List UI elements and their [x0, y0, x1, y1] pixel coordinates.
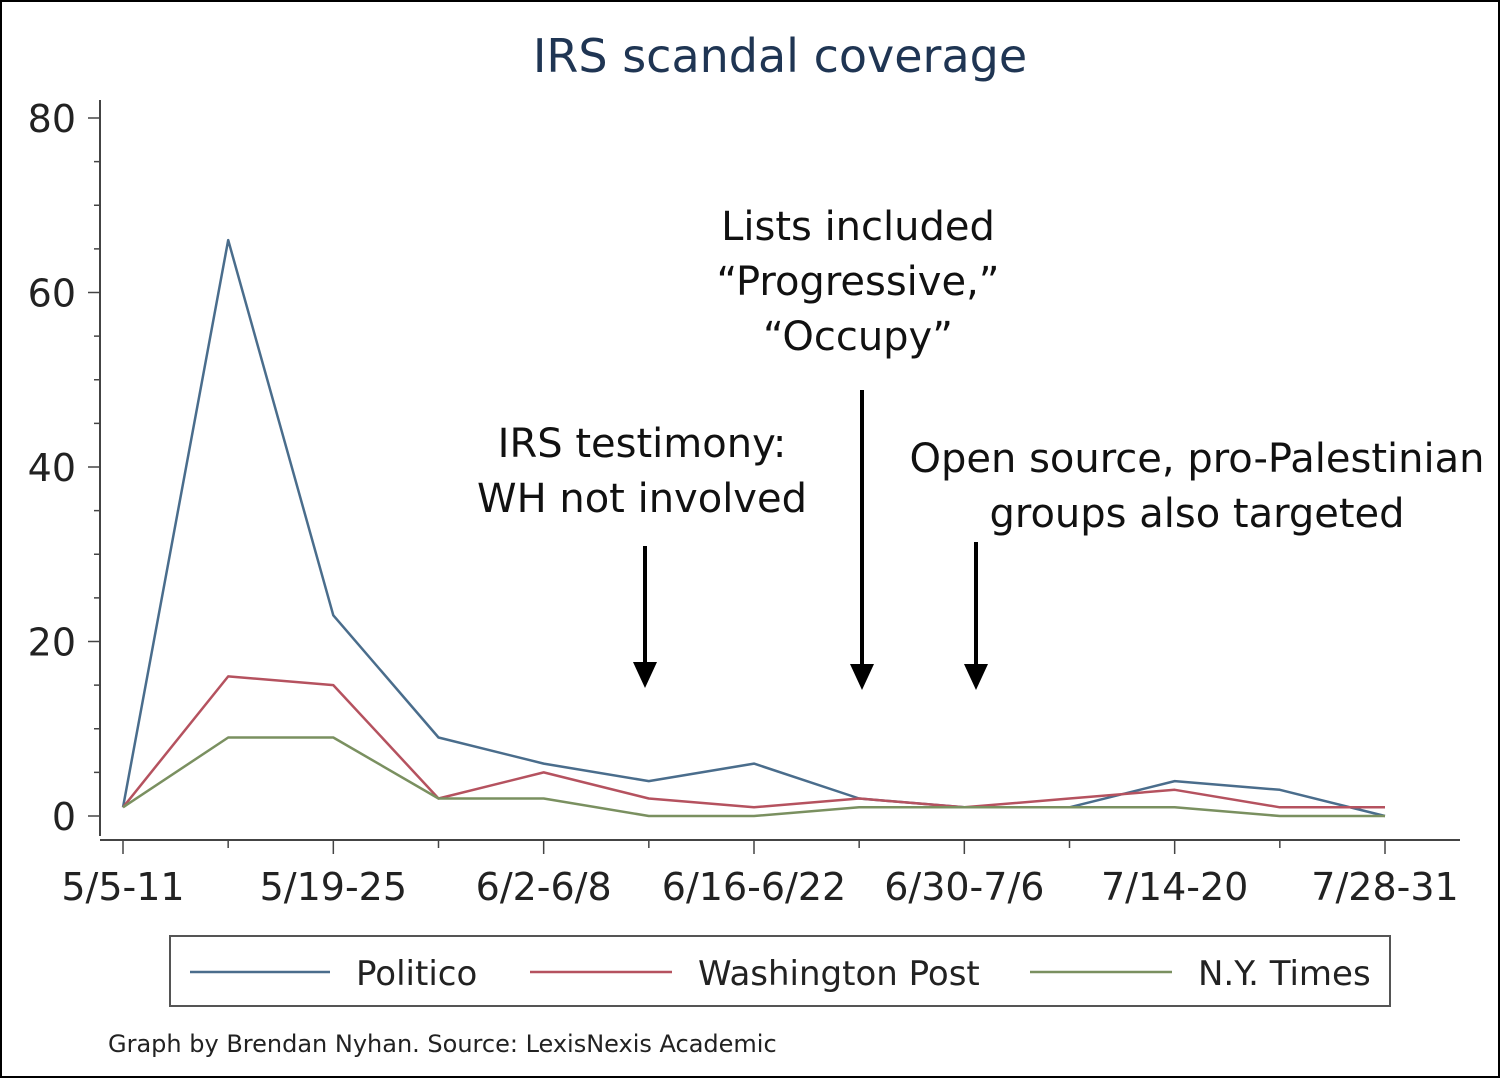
legend-label: Washington Post	[698, 954, 980, 994]
x-tick-label: 7/14-20	[1101, 865, 1248, 909]
annotation-text: “Occupy”	[763, 314, 953, 360]
y-tick-label: 20	[28, 621, 76, 665]
annotations: IRS testimony: WH not involved Lists inclu…	[477, 204, 1484, 690]
x-axis: 5/5-11 5/19-25 6/2-6/8 6/16-6/22 6/30-7/6 7/1…	[61, 839, 1460, 909]
annotation-text: Open source, pro-Palestinian	[910, 436, 1485, 482]
x-tick-label: 6/30-7/6	[884, 865, 1044, 909]
annotation-arrow-head	[633, 662, 657, 688]
y-tick-label: 40	[28, 446, 76, 490]
y-tick-label: 80	[28, 97, 76, 141]
y-tick-label: 0	[52, 795, 76, 839]
annotation-text: WH not involved	[477, 476, 807, 522]
x-tick-label: 5/5-11	[61, 865, 184, 909]
series-line-n-y-times	[122, 736, 1385, 818]
annotation-arrow-head	[850, 664, 874, 690]
y-axis: 0 20 40 60 80	[28, 97, 101, 839]
chart-title: IRS scandal coverage	[533, 29, 1027, 83]
legend-box	[169, 935, 1391, 1007]
legend-label: Politico	[356, 954, 477, 994]
annotation-text: groups also targeted	[990, 491, 1405, 537]
annotation-text: Lists included	[721, 204, 995, 250]
x-tick-label: 5/19-25	[260, 865, 407, 909]
series-lines	[121, 238, 1386, 818]
y-tick-label: 60	[28, 272, 76, 316]
series-line-washington-post	[122, 675, 1385, 809]
annotation-text: IRS testimony:	[498, 421, 787, 467]
source-note: Graph by Brendan Nyhan. Source: LexisNex…	[108, 1030, 777, 1058]
x-tick-label: 6/2-6/8	[476, 865, 612, 909]
series-line-politico	[121, 238, 1386, 818]
legend-label: N.Y. Times	[1198, 954, 1371, 994]
legend: Politico Washington Post N.Y. Times	[169, 935, 1391, 1007]
annotation-arrow-head	[964, 664, 988, 690]
x-tick-label: 7/28-31	[1311, 865, 1458, 909]
x-tick-label: 6/16-6/22	[662, 865, 846, 909]
annotation-text: “Progressive,”	[716, 259, 999, 305]
